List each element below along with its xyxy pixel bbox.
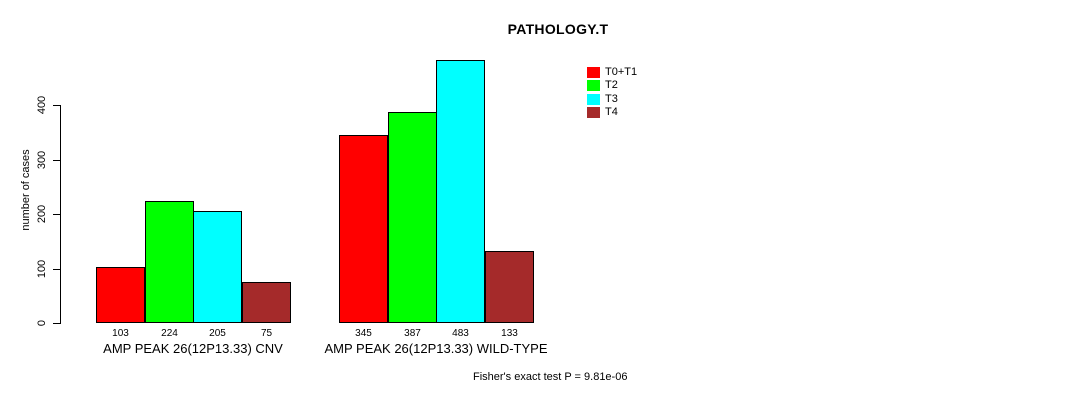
- category-label: AMP PEAK 26(12P13.33) CNV: [103, 341, 283, 356]
- bar-t3-group1: [193, 211, 242, 323]
- legend-swatch-t3: [587, 93, 600, 105]
- legend: T0+T1 T2 T3 T4: [587, 66, 637, 119]
- legend-item-label: T4: [605, 106, 618, 119]
- legend-item-label: T3: [605, 92, 618, 105]
- legend-item: T4: [587, 106, 637, 119]
- bar-value-label: 224: [161, 328, 178, 339]
- bar-value-label: 345: [355, 328, 372, 339]
- legend-item-label: T0+T1: [605, 66, 638, 79]
- bar-value-label: 133: [501, 328, 518, 339]
- chart-title: PATHOLOGY.T: [507, 21, 609, 37]
- y-axis-label: number of cases: [20, 149, 32, 231]
- legend-item: T0+T1: [587, 66, 637, 79]
- bar-value-label: 483: [452, 328, 469, 339]
- category-label: AMP PEAK 26(12P13.33) WILD-TYPE: [324, 341, 548, 356]
- y-axis-tick: [53, 269, 60, 270]
- y-axis-line: [60, 105, 61, 324]
- y-axis-tick: [53, 105, 60, 106]
- y-axis-tick: [53, 214, 60, 215]
- legend-item: T3: [587, 93, 637, 106]
- bar-t4-group1: [242, 282, 291, 323]
- y-axis-tick: [53, 160, 60, 161]
- bar-value-label: 205: [209, 328, 226, 339]
- bar-t0-t1-group2: [339, 135, 388, 323]
- y-tick-label: 300: [36, 150, 48, 170]
- bar-value-label: 103: [112, 328, 129, 339]
- legend-item: T2: [587, 79, 637, 92]
- bar-value-label: 387: [404, 328, 421, 339]
- bar-t3-group2: [436, 60, 485, 323]
- bar-value-label: 75: [260, 328, 273, 339]
- y-axis-tick: [53, 323, 60, 324]
- legend-swatch-t0-t1: [587, 67, 600, 79]
- legend-swatch-t4: [587, 107, 600, 119]
- legend-item-label: T2: [605, 79, 618, 92]
- y-tick-label: 200: [36, 204, 48, 224]
- y-tick-label: 0: [36, 319, 48, 327]
- y-tick-label: 100: [36, 259, 48, 279]
- bar-t0-t1-group1: [96, 267, 145, 323]
- bar-t2-group2: [388, 112, 437, 323]
- bar-t4-group2: [485, 251, 534, 323]
- y-tick-label: 400: [36, 95, 48, 115]
- fisher-test-annotation: Fisher's exact test P = 9.81e-06: [473, 371, 628, 383]
- bar-t2-group1: [145, 201, 194, 323]
- legend-swatch-t2: [587, 80, 600, 92]
